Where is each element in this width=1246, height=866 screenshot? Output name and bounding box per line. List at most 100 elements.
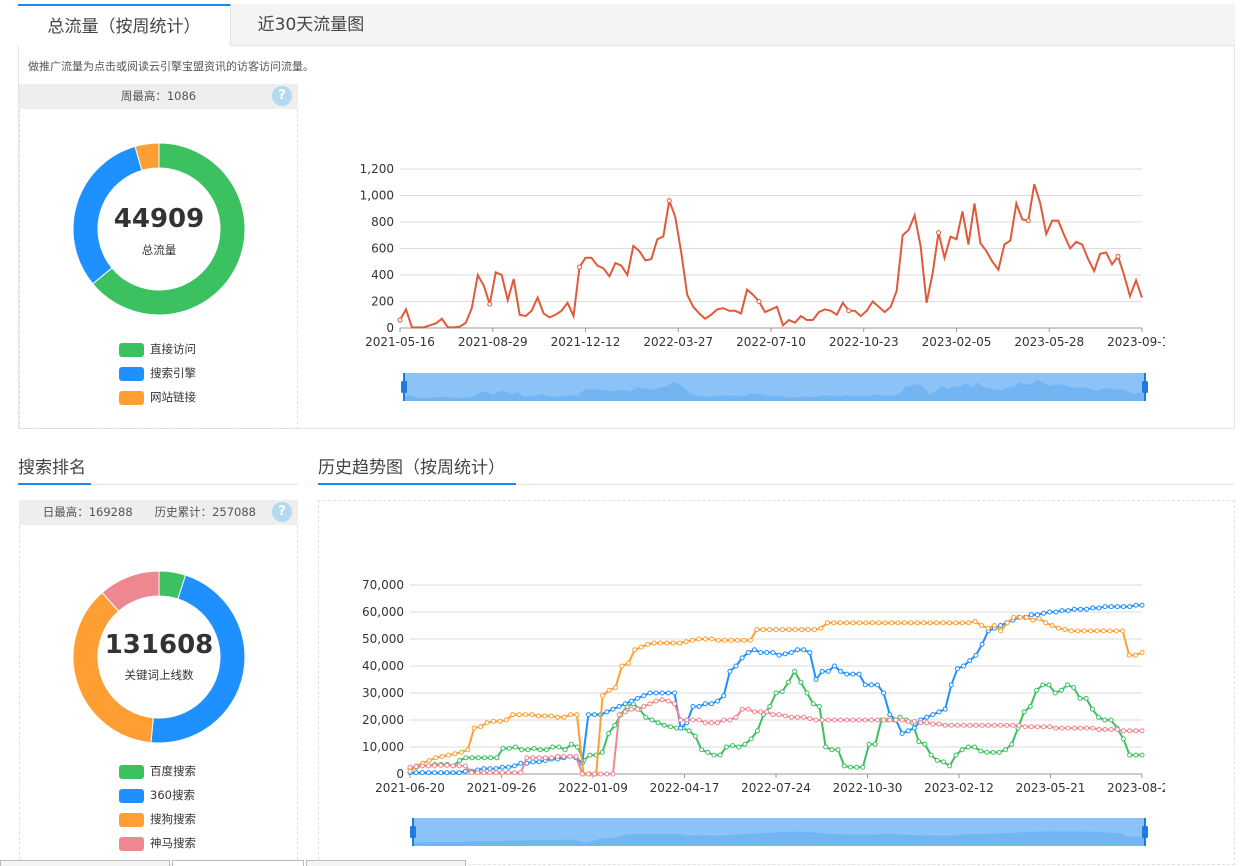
data-point[interactable]: [439, 753, 445, 759]
data-point[interactable]: [1043, 620, 1049, 626]
data-point[interactable]: [996, 749, 1002, 755]
data-point[interactable]: [600, 693, 606, 699]
data-point[interactable]: [1108, 717, 1114, 723]
data-point[interactable]: [728, 637, 734, 643]
data-point[interactable]: [649, 717, 655, 723]
data-point[interactable]: [606, 687, 612, 693]
data-point[interactable]: [505, 764, 511, 770]
data-point[interactable]: [991, 722, 997, 728]
data-point[interactable]: [810, 701, 816, 707]
data-point[interactable]: [961, 722, 967, 728]
data-point[interactable]: [721, 717, 727, 723]
data-point[interactable]: [876, 620, 882, 626]
data-point[interactable]: [518, 770, 524, 776]
data-point[interactable]: [831, 717, 837, 723]
data-point[interactable]: [887, 717, 893, 723]
data-point[interactable]: [733, 714, 739, 720]
data-point[interactable]: [579, 771, 585, 777]
data-point[interactable]: [542, 755, 548, 761]
data-point[interactable]: [1025, 218, 1031, 224]
data-point[interactable]: [632, 647, 638, 653]
data-point[interactable]: [835, 747, 841, 753]
data-point[interactable]: [776, 652, 782, 658]
data-point[interactable]: [471, 725, 477, 731]
data-point[interactable]: [767, 704, 773, 709]
data-point[interactable]: [785, 679, 791, 685]
data-point[interactable]: [856, 620, 862, 626]
data-point[interactable]: [1011, 614, 1017, 620]
data-point[interactable]: [990, 749, 996, 755]
data-point[interactable]: [1062, 627, 1068, 633]
data-point[interactable]: [1139, 650, 1145, 655]
data-point[interactable]: [543, 747, 549, 753]
data-point[interactable]: [812, 627, 818, 633]
data-point[interactable]: [866, 741, 872, 747]
data-point[interactable]: [723, 744, 729, 750]
data-point[interactable]: [801, 714, 807, 720]
data-point[interactable]: [493, 770, 499, 776]
data-point[interactable]: [692, 733, 698, 739]
data-point[interactable]: [829, 747, 835, 753]
data-point[interactable]: [1047, 609, 1053, 615]
data-point[interactable]: [1010, 722, 1016, 728]
data-point[interactable]: [1133, 752, 1139, 758]
legend-search-engine[interactable]: 搜索引擎: [119, 365, 196, 381]
data-point[interactable]: [819, 668, 825, 674]
data-point[interactable]: [934, 620, 940, 626]
data-point[interactable]: [432, 770, 438, 776]
data-point[interactable]: [936, 230, 942, 236]
data-point[interactable]: [651, 640, 657, 646]
data-point[interactable]: [856, 671, 862, 677]
data-point[interactable]: [922, 741, 928, 747]
data-point[interactable]: [555, 753, 561, 759]
data-point[interactable]: [954, 666, 960, 672]
data-point[interactable]: [535, 713, 541, 719]
data-point[interactable]: [844, 671, 850, 677]
data-point[interactable]: [773, 627, 779, 633]
data-point[interactable]: [425, 770, 431, 776]
data-point[interactable]: [450, 770, 456, 776]
data-point[interactable]: [824, 620, 830, 626]
data-point[interactable]: [1027, 704, 1033, 709]
data-point[interactable]: [911, 725, 917, 731]
data-point[interactable]: [854, 764, 860, 770]
data-point[interactable]: [1077, 606, 1083, 612]
data-point[interactable]: [585, 712, 591, 718]
data-point[interactable]: [1016, 722, 1022, 728]
data-point[interactable]: [985, 625, 991, 631]
data-point[interactable]: [930, 721, 936, 727]
data-point[interactable]: [847, 764, 853, 770]
data-point[interactable]: [587, 752, 593, 758]
data-point[interactable]: [657, 640, 663, 646]
data-point[interactable]: [1004, 620, 1010, 626]
legend-sogou[interactable]: 搜狗搜索: [119, 811, 196, 827]
data-point[interactable]: [921, 620, 927, 626]
data-point[interactable]: [481, 770, 487, 776]
data-point[interactable]: [965, 744, 971, 750]
data-point[interactable]: [730, 743, 736, 749]
data-point[interactable]: [850, 717, 856, 723]
data-point[interactable]: [788, 650, 794, 655]
data-point[interactable]: [782, 651, 788, 657]
data-point[interactable]: [727, 668, 733, 674]
data-point[interactable]: [751, 709, 757, 715]
data-point[interactable]: [686, 728, 692, 734]
data-point[interactable]: [666, 198, 672, 204]
data-point[interactable]: [444, 762, 450, 768]
data-point[interactable]: [1127, 752, 1133, 758]
donut-slice-3[interactable]: [134, 142, 160, 172]
data-point[interactable]: [487, 301, 493, 307]
data-point[interactable]: [555, 714, 561, 720]
data-point[interactable]: [661, 722, 667, 728]
data-point[interactable]: [715, 637, 721, 643]
data-point[interactable]: [488, 755, 494, 761]
data-point[interactable]: [825, 668, 831, 674]
data-point[interactable]: [659, 697, 665, 703]
data-point[interactable]: [664, 640, 670, 646]
data-point[interactable]: [499, 770, 505, 776]
legend-site-link[interactable]: 网站链接: [119, 389, 196, 405]
data-point[interactable]: [1065, 725, 1071, 731]
data-point[interactable]: [529, 712, 535, 718]
data-point[interactable]: [493, 766, 499, 772]
data-point[interactable]: [792, 627, 798, 633]
